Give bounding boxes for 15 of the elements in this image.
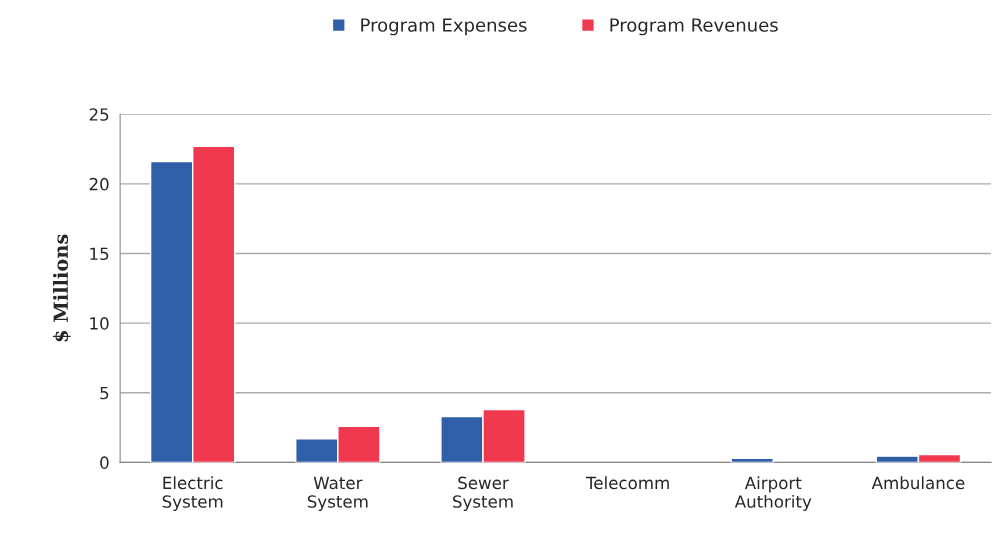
- x-tick-label: Ambulance: [871, 476, 965, 490]
- x-tick-label: Water System: [307, 476, 368, 512]
- legend-label: Program Expenses: [361, 18, 527, 36]
- legend-label: Program Revenues: [610, 18, 778, 36]
- x-tick-label: Airport Authority: [734, 476, 812, 512]
- y-tick-label: 15: [90, 247, 109, 261]
- y-tick-label: 5: [100, 386, 109, 400]
- y-tick-label: 20: [89, 177, 109, 191]
- x-tick-label: Sewer System: [453, 476, 513, 512]
- y-axis-title: $ Millions: [52, 234, 71, 342]
- x-tick-label: Electric System: [162, 476, 223, 512]
- y-tick-label: 10: [90, 317, 109, 330]
- x-tick-label: Telecomm: [585, 476, 669, 490]
- y-tick-label: 25: [89, 108, 109, 121]
- y-tick-label: 0: [100, 456, 109, 469]
